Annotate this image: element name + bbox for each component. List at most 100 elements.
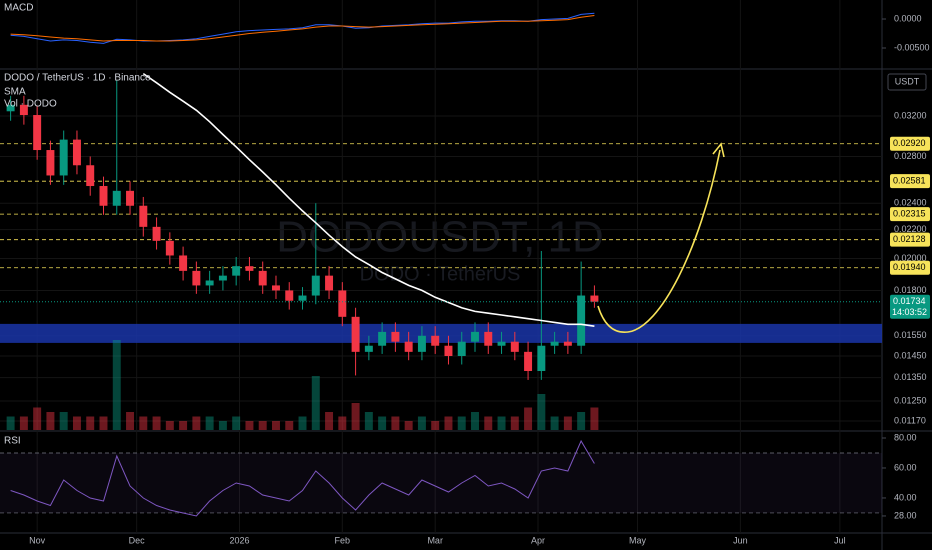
candle-body	[258, 270, 267, 286]
macd-line	[10, 15, 595, 42]
candle-body	[6, 104, 15, 112]
y-tick-label: 0.02800	[894, 151, 927, 161]
candle-body	[497, 341, 506, 346]
volume-bar	[33, 407, 42, 430]
volume-bar	[510, 416, 519, 430]
currency-label: USDT	[895, 76, 920, 86]
candle-body	[33, 115, 42, 151]
candle-body	[285, 290, 294, 301]
x-tick-label: 2026	[229, 535, 249, 545]
volume-bar	[46, 412, 55, 430]
candle-body	[590, 295, 599, 302]
candle-body	[444, 345, 453, 357]
rsi-title: RSI	[4, 436, 21, 447]
candle-body	[563, 341, 572, 346]
level-tag	[890, 260, 930, 275]
level-label: 0.02128	[893, 234, 926, 244]
sma-legend: SMA	[4, 87, 26, 98]
sma-line	[142, 72, 595, 327]
level-label: 0.02581	[893, 176, 926, 186]
volume-bar	[471, 412, 479, 430]
macd-tick-label: -0.00500	[894, 42, 930, 52]
volume-bar	[139, 416, 148, 430]
candle-body	[192, 270, 201, 286]
macd-tick-label: 0.0000	[894, 13, 922, 23]
candle-body	[577, 295, 586, 346]
candle-body	[179, 255, 188, 271]
level-label: 0.02315	[893, 209, 926, 219]
candle-body	[46, 150, 55, 176]
candle-body	[378, 331, 387, 346]
y-tick-label: 0.01450	[894, 350, 927, 360]
candle-body	[391, 331, 400, 342]
candle-body	[364, 345, 373, 352]
candle-body	[218, 275, 227, 281]
x-tick-label: Dec	[129, 535, 146, 545]
y-tick-label: 0.01350	[894, 372, 927, 382]
volume-bar	[524, 407, 533, 430]
volume-bar	[364, 412, 373, 430]
candle-body	[404, 341, 413, 352]
volume-bar	[590, 407, 599, 430]
y-tick-label: 0.01250	[894, 395, 927, 405]
volume-bar	[258, 421, 267, 430]
y-tick-label: 0.01550	[894, 330, 927, 340]
y-tick-label: 0.02000	[894, 253, 927, 263]
candle-body	[205, 280, 214, 286]
candle-body	[471, 331, 479, 342]
level-tag	[890, 232, 930, 247]
volume-bar	[271, 421, 280, 430]
candle-body	[86, 165, 95, 187]
candle-body	[165, 240, 174, 256]
volume-bar	[497, 416, 506, 430]
rsi-tick-label: 40.00	[894, 492, 917, 502]
macd-line	[10, 12, 595, 44]
candle-body	[431, 335, 440, 346]
y-tick-label: 0.03200	[894, 110, 927, 120]
candle-body	[311, 275, 320, 296]
x-tick-label: Mar	[427, 535, 443, 545]
volume-bar	[6, 416, 15, 430]
rsi-tick-label: 60.00	[894, 462, 917, 472]
volume-bar	[165, 421, 174, 430]
candle-body	[126, 190, 135, 206]
volume-bar	[99, 416, 108, 430]
y-tick-label: 0.02200	[894, 224, 927, 234]
volume-bar	[285, 421, 294, 430]
volume-bar	[179, 421, 188, 430]
volume-bar	[205, 416, 214, 430]
chart-title: DODO / TetherUS · 1D · Binance	[4, 73, 151, 84]
volume-bar	[298, 416, 307, 430]
candle-body	[484, 331, 493, 346]
volume-bar	[444, 416, 453, 430]
candle-body	[99, 186, 108, 206]
volume-bar	[563, 416, 572, 430]
volume-bar	[192, 416, 201, 430]
volume-bar	[417, 416, 426, 430]
candle-body	[245, 266, 254, 271]
price-tag	[890, 294, 930, 319]
rsi-tick-label: 28.00	[894, 510, 917, 520]
volume-bar	[550, 416, 559, 430]
currency-box	[887, 73, 927, 91]
volume-bar	[311, 376, 320, 430]
candle-body	[72, 139, 81, 166]
candle-body	[510, 341, 519, 352]
volume-bar	[245, 421, 254, 430]
rsi-tick-label: 80.00	[894, 432, 917, 442]
candle-body	[112, 190, 121, 206]
volume-bar	[218, 421, 227, 430]
volume-bar	[112, 340, 121, 430]
candle-body	[139, 205, 148, 227]
watermark: DODOUSDT, 1D	[276, 213, 604, 262]
watermark-sub: DODO · TetherUS	[360, 263, 521, 285]
x-tick-label: Feb	[335, 535, 351, 545]
arrow-head	[712, 142, 725, 158]
level-label: 0.01940	[893, 262, 926, 272]
candle-body	[232, 266, 241, 276]
rsi-line	[10, 439, 595, 517]
candle-body	[59, 139, 68, 176]
level-tag	[890, 207, 930, 222]
